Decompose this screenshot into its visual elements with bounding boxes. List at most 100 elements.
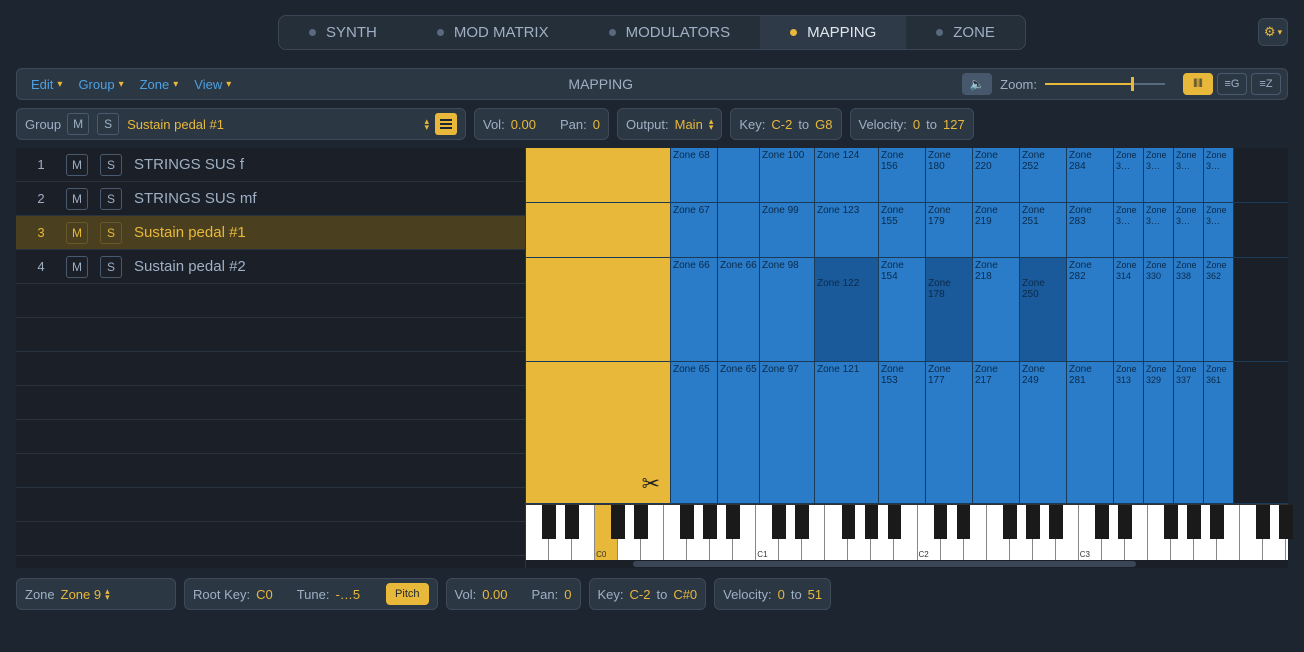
zone-cell[interactable]: Zone 3… xyxy=(1174,148,1204,202)
zone-key-from[interactable]: C-2 xyxy=(630,587,651,602)
key-from[interactable]: C-2 xyxy=(771,117,792,132)
black-key[interactable] xyxy=(1187,505,1201,539)
zone-cell[interactable] xyxy=(718,203,760,257)
zone-cell[interactable]: Zone 180 xyxy=(926,148,973,202)
group-row[interactable]: 1MSSTRINGS SUS f xyxy=(16,148,525,182)
zone-cell[interactable]: Zone 3… xyxy=(1204,148,1234,202)
zone-cell[interactable]: Zone 177 xyxy=(926,362,973,503)
zone-key-to[interactable]: C#0 xyxy=(673,587,697,602)
zone-cell[interactable]: Zone 218 xyxy=(973,258,1020,361)
zone-cell[interactable]: Zone 67 xyxy=(671,203,718,257)
pitch-button[interactable]: Pitch xyxy=(386,583,428,605)
tab-synth[interactable]: SYNTH xyxy=(279,16,407,49)
zone-cell[interactable]: Zone 123 xyxy=(815,203,879,257)
zone-cell[interactable]: Zone 217 xyxy=(973,362,1020,503)
zone-cell[interactable]: Zone 337 xyxy=(1174,362,1204,503)
black-key[interactable] xyxy=(1049,505,1063,539)
black-key[interactable] xyxy=(611,505,625,539)
tab-mod-matrix[interactable]: MOD MATRIX xyxy=(407,16,579,49)
key-to[interactable]: G8 xyxy=(815,117,832,132)
zone-cell[interactable]: Zone 219 xyxy=(973,203,1020,257)
view-mode-button-2[interactable]: ≡Z xyxy=(1251,73,1281,95)
keyboard[interactable]: C0C1C2C3 xyxy=(526,504,1288,560)
black-key[interactable] xyxy=(1279,505,1293,539)
black-key[interactable] xyxy=(703,505,717,539)
zone-cell[interactable]: Zone 3… xyxy=(1144,203,1174,257)
zone-cell[interactable]: Zone 153 xyxy=(879,362,926,503)
zone-cell[interactable]: Zone 338 xyxy=(1174,258,1204,361)
zone-cell[interactable]: Zone 65 xyxy=(718,362,760,503)
zone-cell[interactable]: Zone 124 xyxy=(815,148,879,202)
black-key[interactable] xyxy=(842,505,856,539)
zone-cell[interactable]: Zone 122 xyxy=(815,258,879,361)
zone-cell[interactable]: Zone 313 xyxy=(1114,362,1144,503)
chevron-updown-icon[interactable]: ▴▾ xyxy=(424,118,429,130)
zone-cell[interactable]: Zone 3… xyxy=(1114,148,1144,202)
zone-cell[interactable]: Zone 154 xyxy=(879,258,926,361)
zone-cell[interactable]: Zone 66 xyxy=(671,258,718,361)
black-key[interactable] xyxy=(1118,505,1132,539)
zone-cell[interactable]: Zone 250 xyxy=(1020,258,1067,361)
zone-cell[interactable]: Zone 314 xyxy=(1114,258,1144,361)
group-solo-button[interactable]: S xyxy=(97,113,119,135)
black-key[interactable] xyxy=(1210,505,1224,539)
black-key[interactable] xyxy=(865,505,879,539)
zone-velocity-from[interactable]: 0 xyxy=(778,587,785,602)
root-key-value[interactable]: C0 xyxy=(256,587,273,602)
output-value[interactable]: Main xyxy=(675,117,703,132)
black-key[interactable] xyxy=(565,505,579,539)
menu-zone[interactable]: Zone▾ xyxy=(132,73,187,96)
pan-value[interactable]: 0 xyxy=(593,117,600,132)
black-key[interactable] xyxy=(634,505,648,539)
black-key[interactable] xyxy=(772,505,786,539)
black-key[interactable] xyxy=(542,505,556,539)
zone-cell[interactable] xyxy=(526,203,671,257)
zone-cell[interactable]: Zone 155 xyxy=(879,203,926,257)
view-mode-button-0[interactable]: ⦀⦀ xyxy=(1183,73,1213,95)
black-key[interactable] xyxy=(1026,505,1040,539)
zone-cell[interactable]: Zone 68 xyxy=(671,148,718,202)
zone-cell[interactable]: Zone 121 xyxy=(815,362,879,503)
zone-cell[interactable]: Zone 330 xyxy=(1144,258,1174,361)
zone-cell[interactable]: Zone 252 xyxy=(1020,148,1067,202)
horizontal-scrollbar[interactable] xyxy=(526,560,1288,568)
zone-cell[interactable]: Zone 3… xyxy=(1204,203,1234,257)
zone-cell[interactable]: Zone 179 xyxy=(926,203,973,257)
black-key[interactable] xyxy=(1256,505,1270,539)
black-key[interactable] xyxy=(726,505,740,539)
menu-view[interactable]: View▾ xyxy=(186,73,239,96)
black-key[interactable] xyxy=(795,505,809,539)
mute-button[interactable]: M xyxy=(66,222,88,244)
zone-cell[interactable]: Zone 249 xyxy=(1020,362,1067,503)
zone-cell[interactable] xyxy=(718,148,760,202)
black-key[interactable] xyxy=(1164,505,1178,539)
zone-cell[interactable]: Zone 361 xyxy=(1204,362,1234,503)
zone-cell[interactable]: Zone 329 xyxy=(1144,362,1174,503)
zone-cell[interactable]: Zone 284 xyxy=(1067,148,1114,202)
black-key[interactable] xyxy=(1003,505,1017,539)
black-key[interactable] xyxy=(888,505,902,539)
black-key[interactable] xyxy=(934,505,948,539)
zone-cell[interactable]: Zone 156 xyxy=(879,148,926,202)
zone-velocity-to[interactable]: 51 xyxy=(808,587,822,602)
solo-button[interactable]: S xyxy=(100,222,122,244)
zone-selector[interactable]: Zone 9 ▴▾ xyxy=(61,587,110,602)
zone-cell[interactable]: Zone 97 xyxy=(760,362,815,503)
solo-button[interactable]: S xyxy=(100,256,122,278)
list-view-button[interactable] xyxy=(435,113,457,135)
zone-cell[interactable]: Zone 283 xyxy=(1067,203,1114,257)
group-row[interactable]: 4MSSustain pedal #2 xyxy=(16,250,525,284)
zone-cell[interactable]: Zone 220 xyxy=(973,148,1020,202)
zone-cell[interactable]: ✂ xyxy=(526,362,671,503)
zone-vol-value[interactable]: 0.00 xyxy=(482,587,507,602)
tab-mapping[interactable]: MAPPING xyxy=(760,16,906,49)
solo-button[interactable]: S xyxy=(100,154,122,176)
zone-cell[interactable]: Zone 282 xyxy=(1067,258,1114,361)
solo-button[interactable]: S xyxy=(100,188,122,210)
tab-modulators[interactable]: MODULATORS xyxy=(579,16,760,49)
tab-zone[interactable]: ZONE xyxy=(906,16,1025,49)
zone-cell[interactable]: Zone 3… xyxy=(1174,203,1204,257)
zone-cell[interactable]: Zone 65 xyxy=(671,362,718,503)
menu-edit[interactable]: Edit▾ xyxy=(23,73,70,96)
black-key[interactable] xyxy=(1095,505,1109,539)
